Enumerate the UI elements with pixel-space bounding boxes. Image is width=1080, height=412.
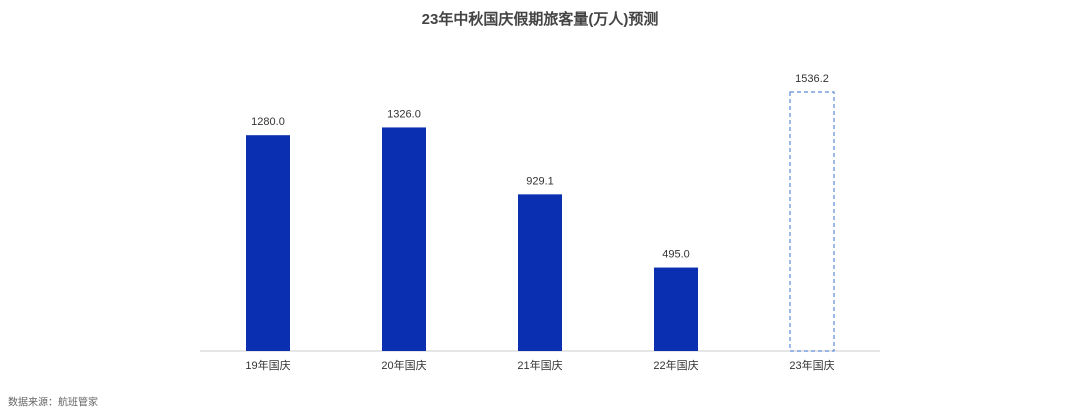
bar [382, 127, 426, 351]
x-tick-label: 23年国庆 [789, 358, 834, 372]
value-label: 1536.2 [795, 73, 829, 85]
x-tick-label: 21年国庆 [517, 358, 562, 372]
value-label: 1326.0 [387, 108, 421, 120]
chart-title: 23年中秋国庆假期旅客量(万人)预测 [422, 10, 659, 28]
bar [518, 194, 562, 351]
value-label: 495.0 [662, 248, 690, 260]
bar [789, 91, 835, 352]
value-label: 929.1 [526, 175, 554, 187]
x-tick-label: 20年国庆 [381, 358, 426, 372]
source-note: 数据来源：航班管家 [8, 396, 98, 409]
bar [654, 267, 698, 351]
value-label: 1280.0 [251, 116, 285, 128]
bar [246, 135, 290, 351]
x-tick-label: 19年国庆 [245, 358, 290, 372]
x-tick-label: 22年国庆 [653, 358, 698, 372]
